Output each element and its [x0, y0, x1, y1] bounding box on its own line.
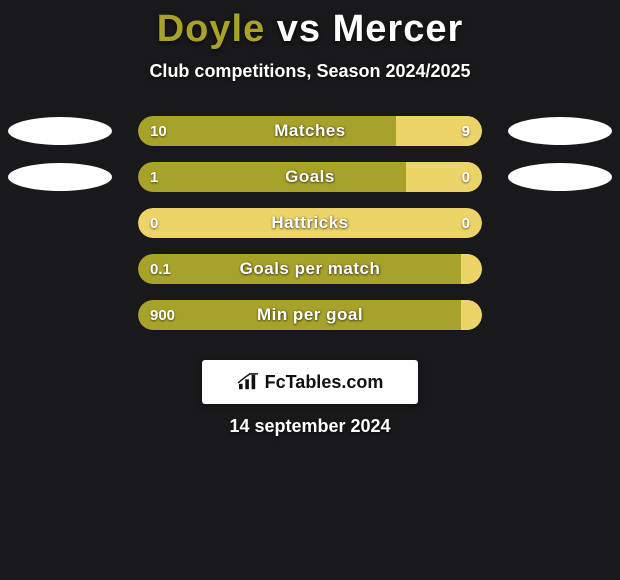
stat-label: Matches — [138, 116, 482, 146]
title-player2: Mercer — [333, 8, 464, 50]
stat-bar: Goals per match — [138, 254, 482, 284]
stat-bar: Matches — [138, 116, 482, 146]
stat-value-right: 0 — [462, 162, 470, 192]
stat-value-left: 0 — [150, 208, 158, 238]
comparison-infographic: Doyle vs Mercer Club competitions, Seaso… — [0, 8, 620, 580]
stat-rows: Matches109Goals10Hattricks00Goals per ma… — [0, 116, 620, 330]
page-title: Doyle vs Mercer — [0, 8, 620, 51]
stat-row: Min per goal900 — [0, 300, 620, 330]
stat-row: Goals per match0.1 — [0, 254, 620, 284]
ellipse-left — [8, 117, 112, 145]
ellipse-right — [508, 163, 612, 191]
stat-bar: Min per goal — [138, 300, 482, 330]
stat-value-right: 9 — [462, 116, 470, 146]
subtitle: Club competitions, Season 2024/2025 — [0, 61, 620, 82]
date-text: 14 september 2024 — [0, 416, 620, 437]
stat-value-right: 0 — [462, 208, 470, 238]
stat-value-left: 900 — [150, 300, 175, 330]
ellipse-right — [508, 117, 612, 145]
stat-row: Matches10 9 — [0, 116, 620, 146]
stat-label: Goals per match — [138, 254, 482, 284]
title-player1: Doyle — [157, 8, 265, 50]
stat-value-left: 1 — [150, 162, 158, 192]
ellipse-left — [8, 163, 112, 191]
stat-bar: Goals — [138, 162, 482, 192]
stat-bar: Hattricks — [138, 208, 482, 238]
stat-row: Hattricks0 0 — [0, 208, 620, 238]
stat-value-left: 0.1 — [150, 254, 171, 284]
stat-row: Goals1 0 — [0, 162, 620, 192]
bar-chart-icon — [237, 373, 259, 391]
title-vs: vs — [277, 8, 321, 50]
stat-label: Min per goal — [138, 300, 482, 330]
logo-card: FcTables.com — [202, 360, 418, 404]
logo-text: FcTables.com — [265, 372, 384, 393]
stat-label: Goals — [138, 162, 482, 192]
stat-value-left: 10 — [150, 116, 167, 146]
stat-label: Hattricks — [138, 208, 482, 238]
